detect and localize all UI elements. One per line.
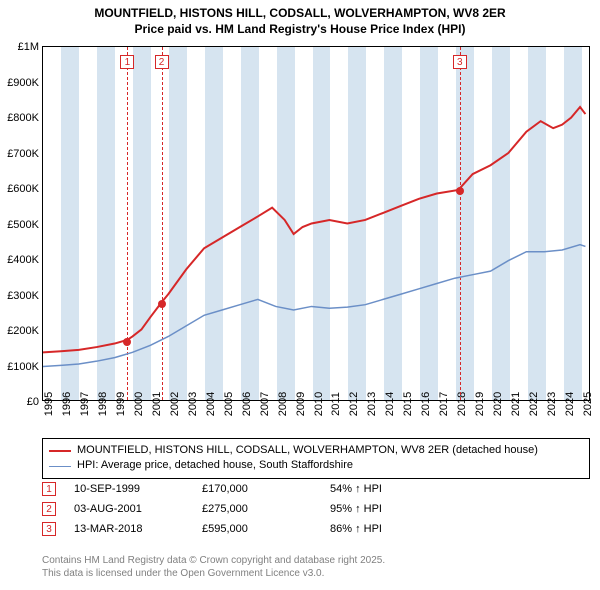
annotation-marker: 1: [120, 55, 134, 69]
y-tick-label: £1M: [18, 41, 39, 53]
annotation-pct: 86% ↑ HPI: [330, 523, 440, 535]
attribution-line1: Contains HM Land Registry data © Crown c…: [42, 554, 385, 567]
chart-container: MOUNTFIELD, HISTONS HILL, CODSALL, WOLVE…: [0, 0, 600, 590]
legend-swatch-price-paid: [49, 450, 71, 452]
annotation-marker: 2: [155, 55, 169, 69]
legend-row-price-paid: MOUNTFIELD, HISTONS HILL, CODSALL, WOLVE…: [49, 443, 583, 458]
annotation-row: 1 10-SEP-1999 £170,000 54% ↑ HPI: [42, 482, 440, 496]
annotation-price: £595,000: [202, 523, 312, 535]
legend: MOUNTFIELD, HISTONS HILL, CODSALL, WOLVE…: [42, 438, 590, 479]
attribution: Contains HM Land Registry data © Crown c…: [42, 554, 385, 580]
y-tick-label: £900K: [7, 77, 39, 89]
series-line: [43, 107, 585, 352]
y-tick-label: £500K: [7, 219, 39, 231]
annotation-price: £275,000: [202, 503, 312, 515]
annotation-point: [123, 338, 131, 346]
title-line2: Price paid vs. HM Land Registry's House …: [0, 22, 600, 38]
legend-swatch-hpi: [49, 466, 71, 467]
legend-row-hpi: HPI: Average price, detached house, Sout…: [49, 458, 583, 473]
y-tick-label: £100K: [7, 361, 39, 373]
annotation-row-marker: 2: [42, 502, 56, 516]
legend-label-price-paid: MOUNTFIELD, HISTONS HILL, CODSALL, WOLVE…: [77, 443, 538, 458]
legend-label-hpi: HPI: Average price, detached house, Sout…: [77, 458, 353, 473]
y-tick-label: £200K: [7, 325, 39, 337]
y-tick-label: £700K: [7, 148, 39, 160]
annotation-row-marker: 3: [42, 522, 56, 536]
y-tick-label: £800K: [7, 112, 39, 124]
annotation-date: 03-AUG-2001: [74, 503, 184, 515]
title-line1: MOUNTFIELD, HISTONS HILL, CODSALL, WOLVE…: [0, 6, 600, 22]
annotation-price: £170,000: [202, 483, 312, 495]
y-tick-label: £600K: [7, 183, 39, 195]
annotation-table: 1 10-SEP-1999 £170,000 54% ↑ HPI 2 03-AUG-200…: [42, 482, 440, 542]
annotation-date: 10-SEP-1999: [74, 483, 184, 495]
annotation-row: 3 13-MAR-2018 £595,000 86% ↑ HPI: [42, 522, 440, 536]
plot-area: £0£100K£200K£300K£400K£500K£600K£700K£80…: [42, 46, 590, 401]
y-tick-label: £0: [27, 396, 39, 408]
annotation-pct: 54% ↑ HPI: [330, 483, 440, 495]
series-line: [43, 245, 585, 367]
chart-title: MOUNTFIELD, HISTONS HILL, CODSALL, WOLVE…: [0, 0, 600, 37]
y-tick-label: £400K: [7, 254, 39, 266]
annotation-point: [158, 300, 166, 308]
annotation-point: [456, 187, 464, 195]
annotation-row: 2 03-AUG-2001 £275,000 95% ↑ HPI: [42, 502, 440, 516]
y-tick-label: £300K: [7, 290, 39, 302]
annotation-date: 13-MAR-2018: [74, 523, 184, 535]
annotation-marker: 3: [453, 55, 467, 69]
attribution-line2: This data is licensed under the Open Gov…: [42, 567, 385, 580]
annotation-pct: 95% ↑ HPI: [330, 503, 440, 515]
chart-lines: [43, 47, 589, 400]
annotation-row-marker: 1: [42, 482, 56, 496]
